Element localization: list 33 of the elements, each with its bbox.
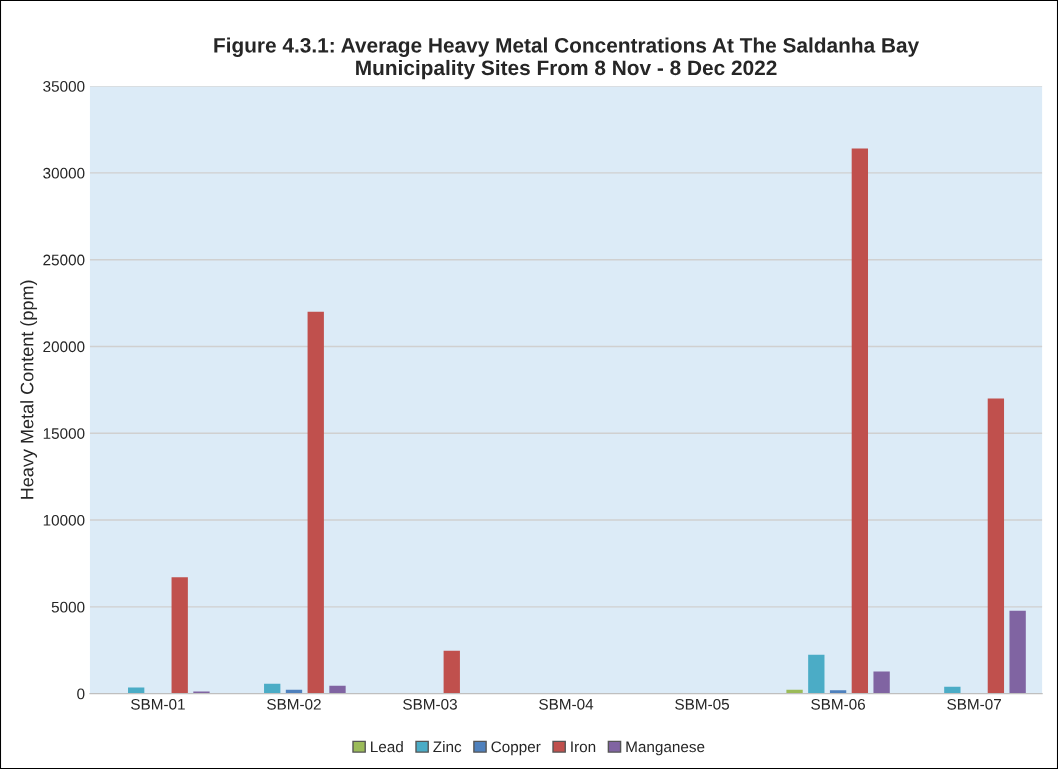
x-tick-label: SBM-05 xyxy=(675,698,730,710)
legend-label: Iron xyxy=(571,741,596,753)
y-tick-label: 5000 xyxy=(51,601,85,613)
legend-label: Manganese xyxy=(626,741,705,756)
y-tick-label: 10000 xyxy=(43,514,85,526)
legend-label: Copper xyxy=(491,741,541,756)
y-tick-label: 25000 xyxy=(43,254,85,266)
x-tick-label: SBM-02 xyxy=(267,698,321,710)
y-tick-label: 20000 xyxy=(43,341,85,353)
bar xyxy=(329,685,346,694)
y-tick-label: 35000 xyxy=(43,81,85,92)
bar xyxy=(443,650,460,694)
chart-title: Figure 4.3.1: Average Heavy Metal Concentrations At The Saldanha Bay Municipality Sites From 8 Nov - 8 Dec 2022 xyxy=(214,37,920,80)
x-tick-label: SBM-04 xyxy=(539,698,594,710)
x-tick-label: SBM-01 xyxy=(131,698,185,710)
bar xyxy=(808,654,825,694)
y-tick-label: 0 xyxy=(77,688,85,700)
x-tick-label: SBM-06 xyxy=(811,698,866,710)
bar xyxy=(307,311,324,694)
bar xyxy=(944,686,961,694)
bar xyxy=(193,691,210,694)
bar xyxy=(851,148,869,694)
y-tick-label: 15000 xyxy=(43,428,85,439)
y-axis-title: Heavy Metal Content (ppm) xyxy=(20,280,38,499)
bar xyxy=(873,671,890,694)
x-tick-label: SBM-07 xyxy=(947,698,1001,710)
bar xyxy=(987,398,1005,694)
bar xyxy=(171,577,188,694)
legend-label: Zinc xyxy=(433,741,462,753)
y-tick-label: 30000 xyxy=(43,167,85,179)
legend-label: Lead xyxy=(371,741,403,753)
x-tick-label: SBM-03 xyxy=(403,698,457,710)
bar xyxy=(1009,610,1026,694)
